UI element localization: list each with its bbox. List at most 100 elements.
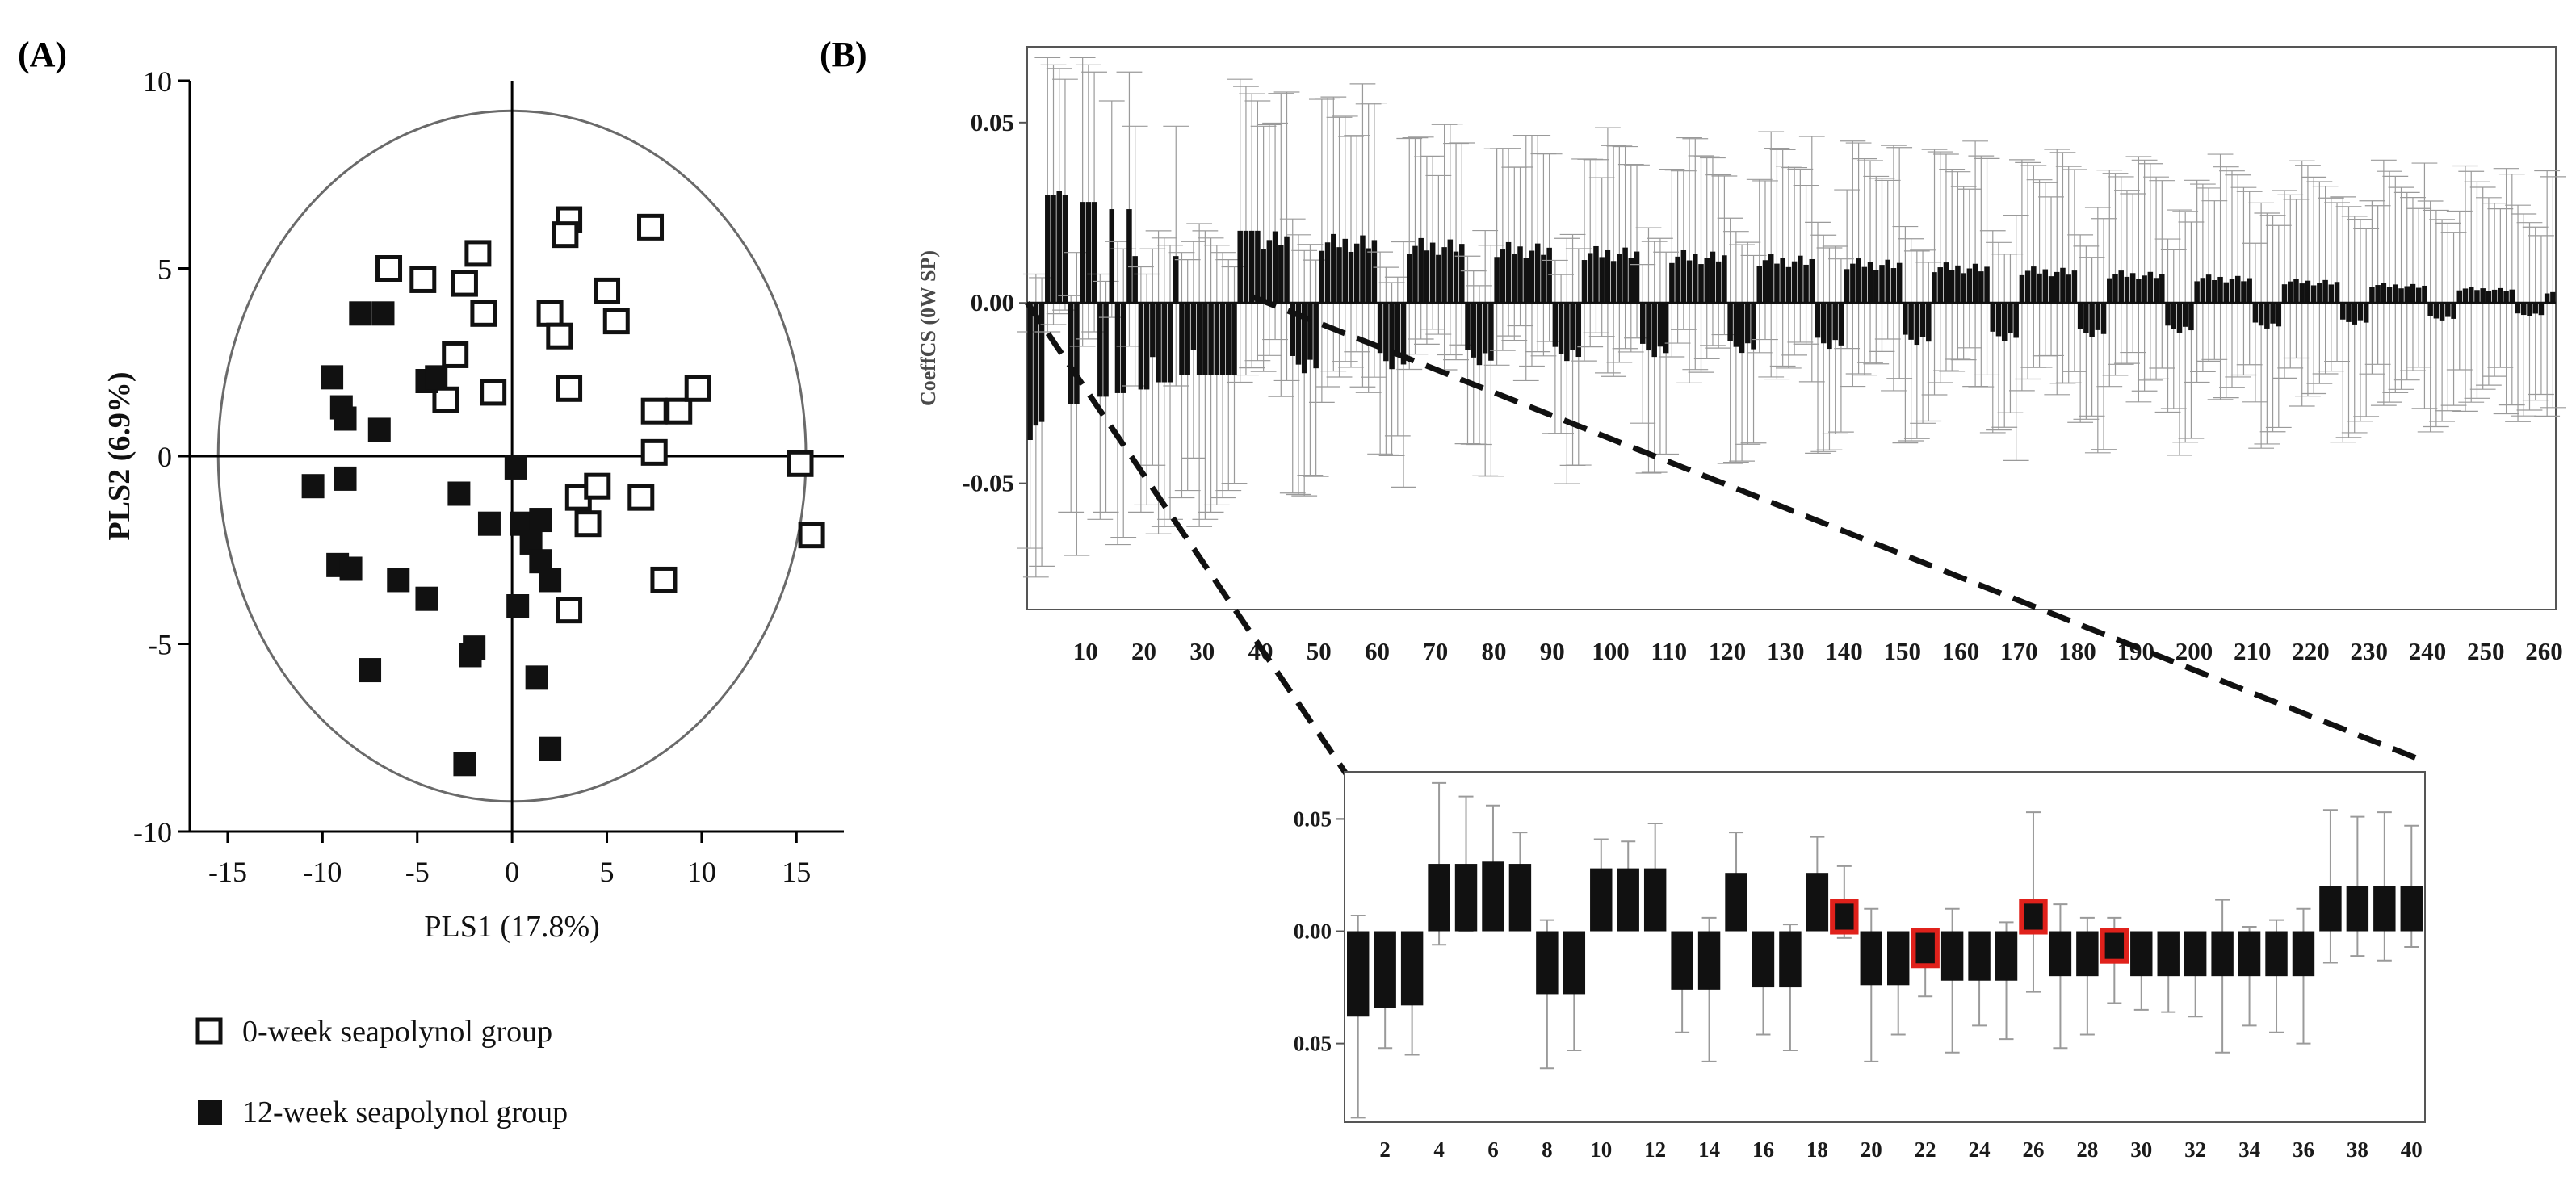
coefficient-bar (2118, 270, 2124, 304)
x-tick-label: 10 (1073, 637, 1098, 665)
coefficient-bar (1377, 303, 1383, 354)
coefficient-bar (1756, 266, 1763, 304)
coefficient-bar (2400, 886, 2423, 932)
coefficient-bar (1454, 864, 1478, 932)
coefficient-bar (1663, 303, 1669, 354)
coefficient-bar (1949, 270, 1955, 304)
y-tick-label: 5 (157, 254, 172, 286)
coefficient-bar (1371, 240, 1378, 304)
coefficient-bar (2352, 303, 2357, 325)
coefficient-bar (2157, 931, 2180, 977)
coefficient-bar (1798, 255, 1803, 304)
coefficient-bar (2346, 303, 2352, 322)
coefficient-bar (1727, 303, 1733, 341)
coefficient-bar (2281, 284, 2288, 304)
legend: 0-week seapolynol group 12-week seapolyn… (195, 1015, 568, 1129)
point-12-week (367, 417, 391, 442)
coefficient-bar (1628, 258, 1634, 304)
coefficient-bar (1347, 931, 1370, 1017)
x-tick-label: 0 (505, 856, 519, 888)
x-tick-label: 20 (1131, 637, 1156, 665)
point-12-week (539, 568, 562, 593)
coefficient-bar (1143, 303, 1150, 390)
coefficient-bar (1261, 249, 1266, 304)
x-tick-label: 210 (2234, 637, 2272, 665)
coefficient-bar (1307, 303, 1313, 360)
coefficient-bar (2024, 270, 2031, 304)
legend-filled-square-marker (198, 1100, 222, 1125)
coefficient-bar (2211, 931, 2234, 977)
coefficient-bar (1150, 303, 1156, 358)
coefficient-bar (2176, 303, 2183, 333)
coefficient-bar (1085, 202, 1092, 304)
coefficient-bar (1418, 237, 1424, 304)
coefficient-bar (1785, 266, 1792, 304)
coefficient-bar (2404, 286, 2410, 304)
coefficient-bar (1383, 303, 1389, 362)
coefficient-bar (1185, 303, 1190, 375)
coefficient-bar (2217, 276, 2223, 304)
coefficient-bar (2194, 281, 2200, 304)
x-tick-label: 250 (2467, 637, 2505, 665)
point-12-week (334, 466, 357, 491)
coefficient-bar (1669, 262, 1675, 304)
coefficient-bar (1056, 191, 1062, 304)
coefficient-bar (1429, 242, 1436, 304)
coefficient-bar (2048, 276, 2054, 304)
point-0-week (650, 566, 678, 593)
coefficient-bar (1348, 251, 1354, 304)
x-tick-label: 5 (600, 856, 615, 888)
x-tick-label: 90 (1540, 637, 1565, 665)
x-tick-label: 100 (1592, 637, 1630, 665)
coefficient-bar (1768, 254, 1774, 304)
point-0-week (546, 322, 573, 350)
point-0-week (556, 375, 583, 402)
coefficient-bar (2066, 274, 2071, 304)
coefficient-bar (2509, 289, 2515, 304)
coefficient-bar (1353, 243, 1360, 304)
x-tick-label: 12 (1644, 1138, 1666, 1162)
panel-a-x-axis-title: PLS1 (17.8%) (424, 910, 599, 944)
point-0-week (584, 472, 611, 500)
point-0-week (480, 379, 507, 406)
coefficient-bar (2008, 303, 2013, 333)
coefficient-bar (2363, 303, 2369, 323)
coefficient-bar (1693, 254, 1698, 304)
coefficient-bar (1226, 303, 1231, 375)
x-tick-label: 36 (2293, 1138, 2314, 1162)
coefficient-bar (1762, 260, 1768, 304)
x-tick-label: 140 (1825, 637, 1863, 665)
coefficient-bar (1908, 303, 1914, 340)
coefficient-bar (1552, 303, 1559, 347)
x-tick-label: 170 (2000, 637, 2038, 665)
inset-frame (1344, 771, 2426, 1123)
coefficient-bar (1990, 303, 1996, 332)
coefficient-bar (1722, 255, 1727, 304)
coefficient-bar (1541, 254, 1546, 304)
point-12-week (477, 511, 501, 536)
coefficient-bar (1873, 270, 1879, 304)
coefficient-bar (2130, 931, 2153, 977)
coefficient-bar (2241, 281, 2247, 304)
highlight-box (2100, 928, 2129, 964)
coefficient-bar (1867, 262, 1873, 304)
coefficient-bar (1827, 303, 1832, 350)
coefficient-bar (1856, 258, 1861, 304)
coefficient-bar (1890, 268, 1897, 304)
point-0-week (665, 397, 693, 425)
coefficient-bar (1806, 873, 1829, 932)
coefficient-bar (1319, 250, 1325, 304)
coefficient-bar (1961, 273, 1966, 304)
panel-a-y-axis-title: PLS2 (6.9%) (103, 372, 136, 541)
y-tick-label: 0.05 (1294, 807, 1332, 831)
y-tick-label: 0.05 (1294, 1032, 1332, 1056)
coefficient-bar (1680, 249, 1687, 304)
x-tick-label: 18 (1806, 1138, 1828, 1162)
coefficient-bar (1850, 263, 1856, 304)
coefficient-bar (1214, 303, 1220, 375)
coefficient-bar (1027, 303, 1033, 441)
coefficient-bar (1196, 303, 1202, 375)
coefficient-bar (2022, 902, 2045, 932)
x-tick-label: 180 (2058, 637, 2096, 665)
coefficient-bar (2264, 303, 2270, 329)
